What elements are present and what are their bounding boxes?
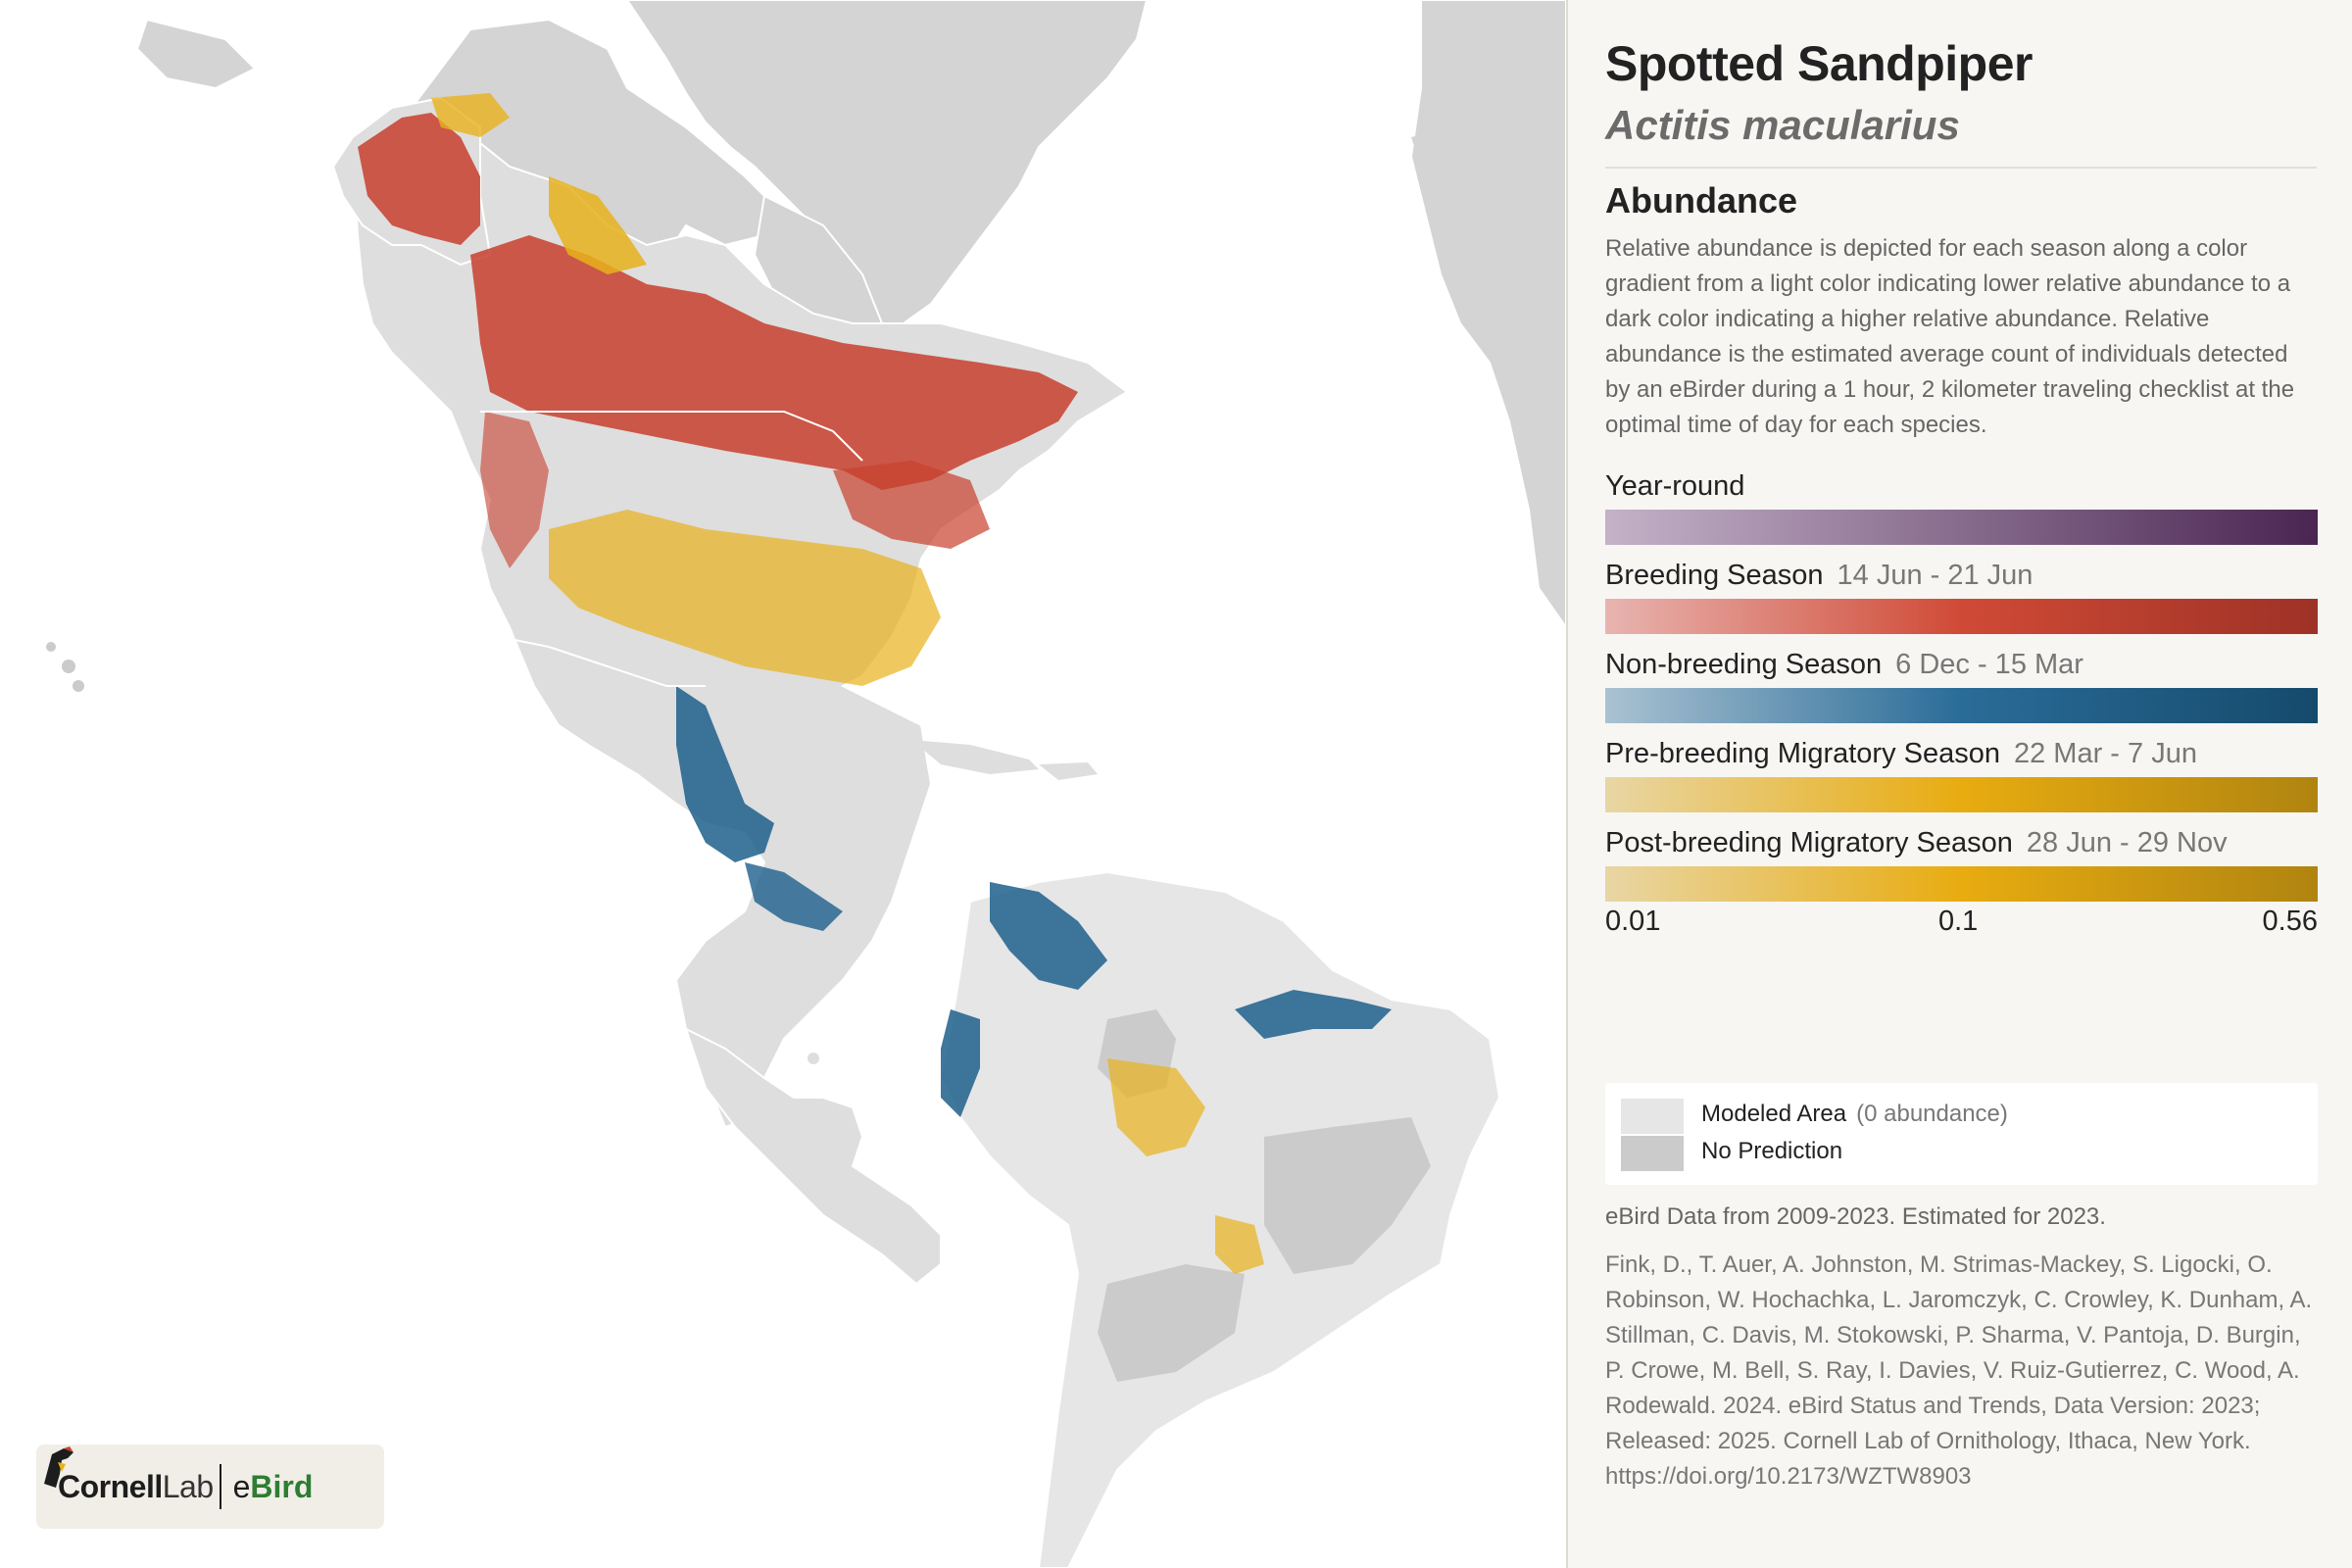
scale-mid-label: 0.1 xyxy=(1938,906,1979,937)
central-america-shape xyxy=(684,1027,942,1286)
scale-min-label: 0.01 xyxy=(1605,906,1661,937)
season-breeding[interactable]: Breeding Season 14 Jun - 21 Jun xyxy=(1605,556,2318,634)
data-years-note: eBird Data from 2009-2023. Estimated for… xyxy=(1605,1203,2106,1230)
abundance-heading: Abundance xyxy=(1605,180,1798,220)
nonbreeding-range-colombia xyxy=(990,882,1107,990)
nonbreeding-range-amazon-coast xyxy=(1235,990,1392,1039)
citation-text[interactable]: Fink, D., T. Auer, A. Johnston, M. Strim… xyxy=(1605,1251,2313,1490)
migration-range-us xyxy=(549,510,941,686)
breeding-range-canada xyxy=(470,235,1078,490)
modeled-area-note: (0 abundance) xyxy=(1856,1101,2008,1127)
season-label: Non-breeding Season xyxy=(1605,649,1883,680)
us-canada-border xyxy=(480,411,863,462)
hawaii-island-2 xyxy=(46,642,56,652)
cuba-shape xyxy=(911,740,1039,774)
non-breeding-color-bar xyxy=(1605,688,2318,723)
nonbreeding-range-mexico xyxy=(676,686,774,862)
us-mexico-border xyxy=(499,636,706,687)
no-prediction-brazil-shape xyxy=(1264,1117,1431,1274)
modeled-area-label: Modeled Area xyxy=(1701,1101,1847,1127)
header-divider xyxy=(1605,167,2317,169)
iceland-shape xyxy=(1411,127,1470,172)
cornell-lab-logo-text: CornellLab xyxy=(58,1468,214,1504)
season-non-breeding[interactable]: Non-breeding Season 6 Dec - 15 Mar xyxy=(1605,645,2318,723)
season-label: Post-breeding Migratory Season xyxy=(1605,827,2013,858)
logo-separator xyxy=(219,1464,221,1509)
season-dates: 14 Jun - 21 Jun xyxy=(1837,560,2034,591)
pre-breeding-color-bar xyxy=(1605,777,2318,812)
no-prediction-chaco-shape xyxy=(1098,1264,1245,1382)
season-label: Year-round xyxy=(1605,470,1745,502)
map-canvas xyxy=(46,0,1566,1568)
map-legend: Modeled Area (0 abundance) No Prediction xyxy=(1605,1083,2318,1185)
ebird-logo-text: eBird xyxy=(232,1468,314,1504)
breeding-range-alaska xyxy=(358,113,480,245)
season-dates: 28 Jun - 29 Nov xyxy=(2026,827,2228,858)
season-dates: 6 Dec - 15 Mar xyxy=(1895,649,2083,680)
info-panel: Spotted Sandpiper Actitis macularius Abu… xyxy=(1566,0,2352,1568)
woodpecker-icon xyxy=(44,1446,74,1488)
hawaii-island-3 xyxy=(73,680,84,692)
species-scientific-name: Actitis macularius xyxy=(1605,102,1960,148)
breeding-range-great-lakes xyxy=(833,461,990,549)
arctic-island-small-shape xyxy=(135,18,257,90)
hawaii-island-1 xyxy=(62,660,75,673)
no-prediction-swatch xyxy=(1621,1136,1684,1171)
post-breeding-color-bar xyxy=(1605,866,2318,902)
season-label: Breeding Season xyxy=(1605,560,1824,591)
abundance-description: Relative abundance is depicted for each … xyxy=(1605,235,2295,438)
breeding-range-west xyxy=(480,412,549,568)
nonbreeding-range-andes xyxy=(941,1009,980,1117)
eurasia-edge-shape xyxy=(1409,0,1566,629)
range-map[interactable]: CornellLab eBird xyxy=(0,0,1566,1568)
galapagos-island xyxy=(808,1053,819,1064)
scale-max-label: 0.56 xyxy=(2262,906,2318,937)
season-dates: 22 Mar - 7 Jun xyxy=(2013,738,2197,769)
season-pre-breeding-migratory[interactable]: Pre-breeding Migratory Season 22 Mar - 7 … xyxy=(1605,734,2318,812)
nonbreeding-range-central-america xyxy=(745,862,843,931)
modeled-area-swatch xyxy=(1621,1099,1684,1134)
migration-range-north xyxy=(549,176,647,274)
season-label: Pre-breeding Migratory Season xyxy=(1605,738,2000,769)
no-prediction-label: No Prediction xyxy=(1701,1138,1843,1164)
hispaniola-shape xyxy=(1039,762,1098,780)
migration-range-brazil xyxy=(1215,1215,1264,1274)
year-round-color-bar xyxy=(1605,510,2318,545)
abundance-scale-labels: 0.01 0.1 0.56 xyxy=(1605,906,2318,945)
breeding-color-bar xyxy=(1605,599,2318,634)
migration-range-yukon xyxy=(431,93,510,137)
species-common-name: Spotted Sandpiper xyxy=(1605,36,2033,91)
season-post-breeding-migratory[interactable]: Post-breeding Migratory Season 28 Jun - 2… xyxy=(1605,823,2318,902)
cornell-ebird-logo[interactable]: CornellLab eBird xyxy=(36,1445,384,1529)
migration-range-amazon xyxy=(1107,1058,1205,1156)
season-year-round[interactable]: Year-round xyxy=(1605,466,2318,545)
